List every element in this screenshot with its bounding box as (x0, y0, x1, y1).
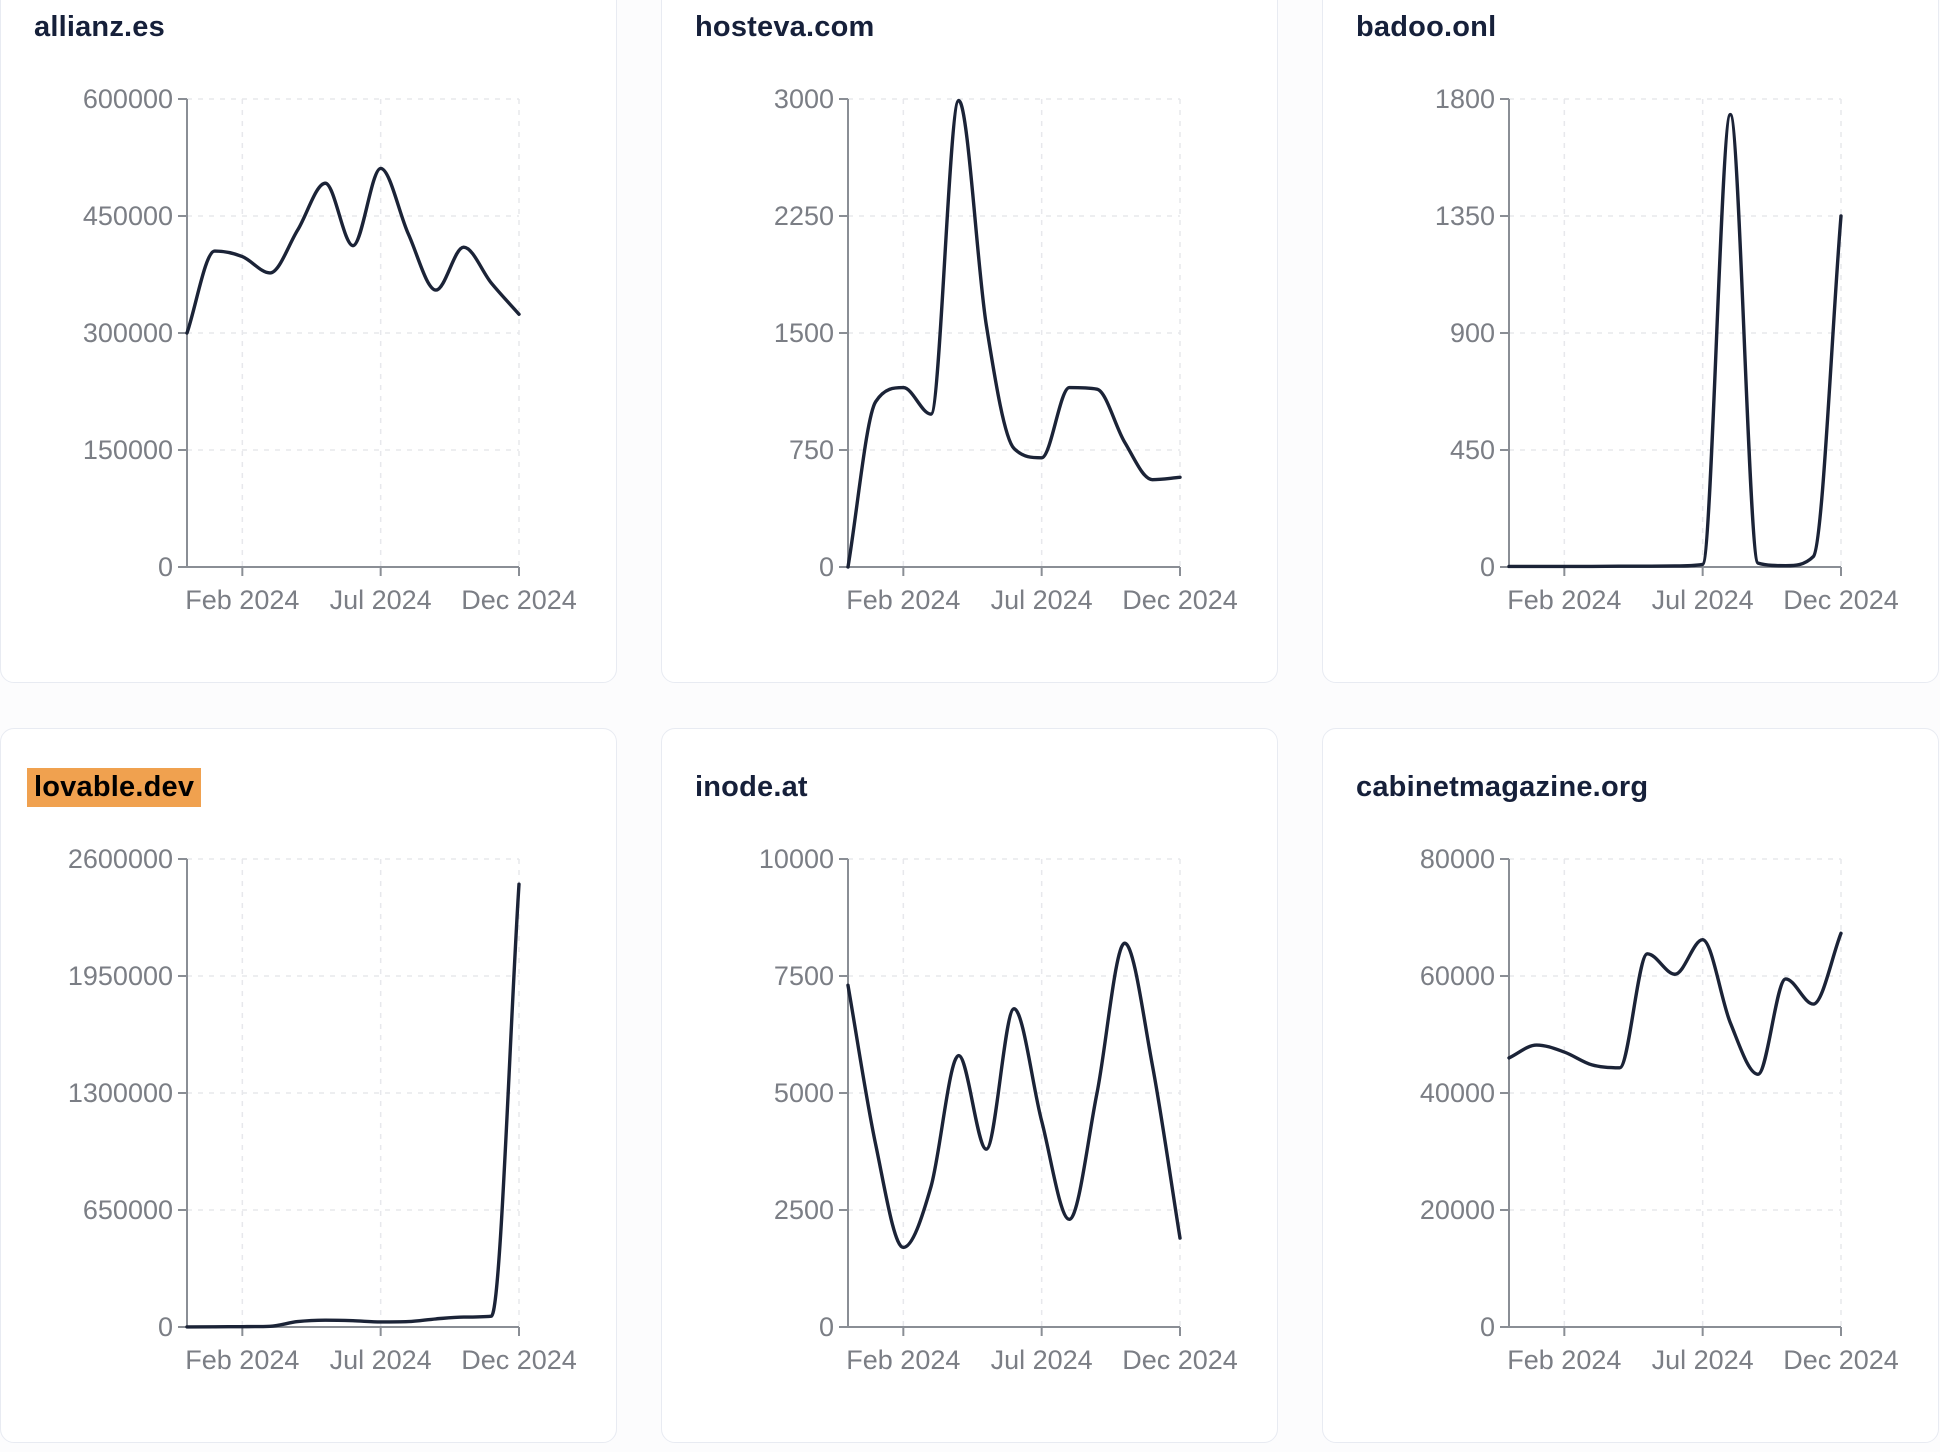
y-axis-tick-label: 1500 (774, 318, 834, 348)
y-axis-tick-label: 0 (819, 552, 834, 582)
x-axis-tick-label: Feb 2024 (185, 1345, 299, 1375)
x-axis-tick-label: Dec 2024 (1783, 585, 1899, 615)
y-axis-tick-label: 2250 (774, 201, 834, 231)
chart-card-lovable: lovable.dev 0 650000 1300000 1950000 2600000… (0, 728, 617, 1443)
data-line (1507, 931, 1843, 1076)
chart-card-allianz: allianz.es 0 150000 300000 450000 600000 Feb … (0, 0, 617, 683)
x-axis-tick-label: Feb 2024 (846, 585, 960, 615)
x-axis-tick-label: Feb 2024 (1507, 585, 1621, 615)
x-axis-tick-label: Dec 2024 (461, 585, 577, 615)
data-line (185, 166, 521, 335)
gridlines (1509, 98, 1842, 567)
data-line (846, 941, 1182, 1250)
chart-title: hosteva.com (695, 11, 875, 43)
x-axis-tick-label: Dec 2024 (1122, 585, 1238, 615)
y-axis-tick-label: 900 (1450, 318, 1495, 348)
chart-title: cabinetmagazine.org (1356, 771, 1649, 803)
y-axis-tick-label: 5000 (774, 1078, 834, 1108)
axes: 0 750 1500 2250 3000 Feb 2024 Jul 2024 Dec 2024 (774, 84, 1238, 615)
gridlines (848, 858, 1181, 1327)
y-axis-tick-label: 10000 (759, 844, 834, 874)
chart-canvas: 0 2500 5000 7500 10000 Feb 2024 Jul 2024 Dec 20… (759, 844, 1238, 1375)
y-axis-tick-label: 450000 (83, 201, 173, 231)
x-axis-tick-label: Dec 2024 (1783, 1345, 1899, 1375)
line-chart: 0 450 900 1350 1800 Feb 2024 Jul 2024 Dec 2024 (1323, 0, 1938, 682)
x-axis-tick-label: Jul 2024 (991, 585, 1093, 615)
y-axis-tick-label: 1950000 (68, 961, 173, 991)
y-axis-tick-label: 60000 (1420, 961, 1495, 991)
y-axis-tick-label: 0 (1480, 1312, 1495, 1342)
line-chart: 0 20000 40000 60000 80000 Feb 2024 Jul 2024 Dec… (1323, 729, 1938, 1442)
axes: 0 650000 1300000 1950000 2600000 Feb 2024 Jul … (68, 844, 577, 1375)
line-chart: 0 650000 1300000 1950000 2600000 Feb 2024 Jul … (1, 729, 616, 1442)
axes: 0 450 900 1350 1800 Feb 2024 Jul 2024 Dec 2024 (1435, 84, 1899, 615)
chart-card-cabinetmagazine: cabinetmagazine.org 0 20000 40000 60000 8000… (1322, 728, 1939, 1443)
axes: 0 2500 5000 7500 10000 Feb 2024 Jul 2024 Dec 20… (759, 844, 1238, 1375)
chart-canvas: 0 450 900 1350 1800 Feb 2024 Jul 2024 Dec 2024 (1435, 84, 1899, 615)
y-axis-tick-label: 150000 (83, 435, 173, 465)
axes: 0 20000 40000 60000 80000 Feb 2024 Jul 2024 Dec… (1420, 844, 1899, 1375)
line-chart: 0 750 1500 2250 3000 Feb 2024 Jul 2024 Dec 2024 (662, 0, 1277, 682)
y-axis-tick-label: 0 (1480, 552, 1495, 582)
x-axis-tick-label: Feb 2024 (185, 585, 299, 615)
y-axis-tick-label: 0 (158, 552, 173, 582)
y-axis-tick-label: 1350 (1435, 201, 1495, 231)
x-axis-tick-label: Jul 2024 (330, 1345, 432, 1375)
chart-card-badoo: badoo.onl 0 450 900 1350 1800 Feb 2024 Jul 202… (1322, 0, 1939, 683)
y-axis-tick-label: 1800 (1435, 84, 1495, 114)
x-axis-tick-label: Jul 2024 (330, 585, 432, 615)
x-axis-tick-label: Feb 2024 (846, 1345, 960, 1375)
y-axis-tick-label: 1300000 (68, 1078, 173, 1108)
y-axis-tick-label: 40000 (1420, 1078, 1495, 1108)
y-axis-tick-label: 2600000 (68, 844, 173, 874)
chart-card-inode: inode.at 0 2500 5000 7500 10000 Feb 2024 Jul 2… (661, 728, 1278, 1443)
x-axis-tick-label: Jul 2024 (991, 1345, 1093, 1375)
data-line (185, 882, 521, 1329)
y-axis-tick-label: 0 (819, 1312, 834, 1342)
chart-title: allianz.es (34, 11, 165, 43)
chart-canvas: 0 750 1500 2250 3000 Feb 2024 Jul 2024 Dec 2024 (774, 84, 1238, 615)
line-chart: 0 150000 300000 450000 600000 Feb 2024 Jul 202… (1, 0, 616, 682)
x-axis-tick-label: Dec 2024 (461, 1345, 577, 1375)
line-chart: 0 2500 5000 7500 10000 Feb 2024 Jul 2024 Dec 20… (662, 729, 1277, 1442)
y-axis-tick-label: 2500 (774, 1195, 834, 1225)
y-axis-tick-label: 0 (158, 1312, 173, 1342)
gridlines (187, 98, 520, 567)
data-line (1507, 112, 1843, 569)
y-axis-tick-label: 650000 (83, 1195, 173, 1225)
y-axis-tick-label: 750 (789, 435, 834, 465)
y-axis-tick-label: 300000 (83, 318, 173, 348)
y-axis-tick-label: 80000 (1420, 844, 1495, 874)
chart-canvas: 0 150000 300000 450000 600000 Feb 2024 Jul 202… (83, 84, 577, 615)
axes: 0 150000 300000 450000 600000 Feb 2024 Jul 202… (83, 84, 577, 615)
y-axis-tick-label: 600000 (83, 84, 173, 114)
gridlines (848, 98, 1181, 567)
gridlines (187, 858, 520, 1327)
y-axis-tick-label: 7500 (774, 961, 834, 991)
y-axis-tick-label: 20000 (1420, 1195, 1495, 1225)
x-axis-tick-label: Feb 2024 (1507, 1345, 1621, 1375)
gridlines (1509, 858, 1842, 1327)
chart-title: inode.at (695, 771, 808, 803)
x-axis-tick-label: Dec 2024 (1122, 1345, 1238, 1375)
chart-card-hosteva: hosteva.com 0 750 1500 2250 3000 Feb 2024 Jul … (661, 0, 1278, 683)
chart-canvas: 0 20000 40000 60000 80000 Feb 2024 Jul 2024 Dec… (1420, 844, 1899, 1375)
x-axis-tick-label: Jul 2024 (1652, 585, 1754, 615)
y-axis-tick-label: 3000 (774, 84, 834, 114)
y-axis-tick-label: 450 (1450, 435, 1495, 465)
chart-canvas: 0 650000 1300000 1950000 2600000 Feb 2024 Jul … (68, 844, 577, 1375)
x-axis-tick-label: Jul 2024 (1652, 1345, 1754, 1375)
chart-title-highlighted: lovable.dev (27, 768, 202, 807)
data-line (846, 98, 1182, 569)
chart-title: badoo.onl (1356, 11, 1497, 43)
